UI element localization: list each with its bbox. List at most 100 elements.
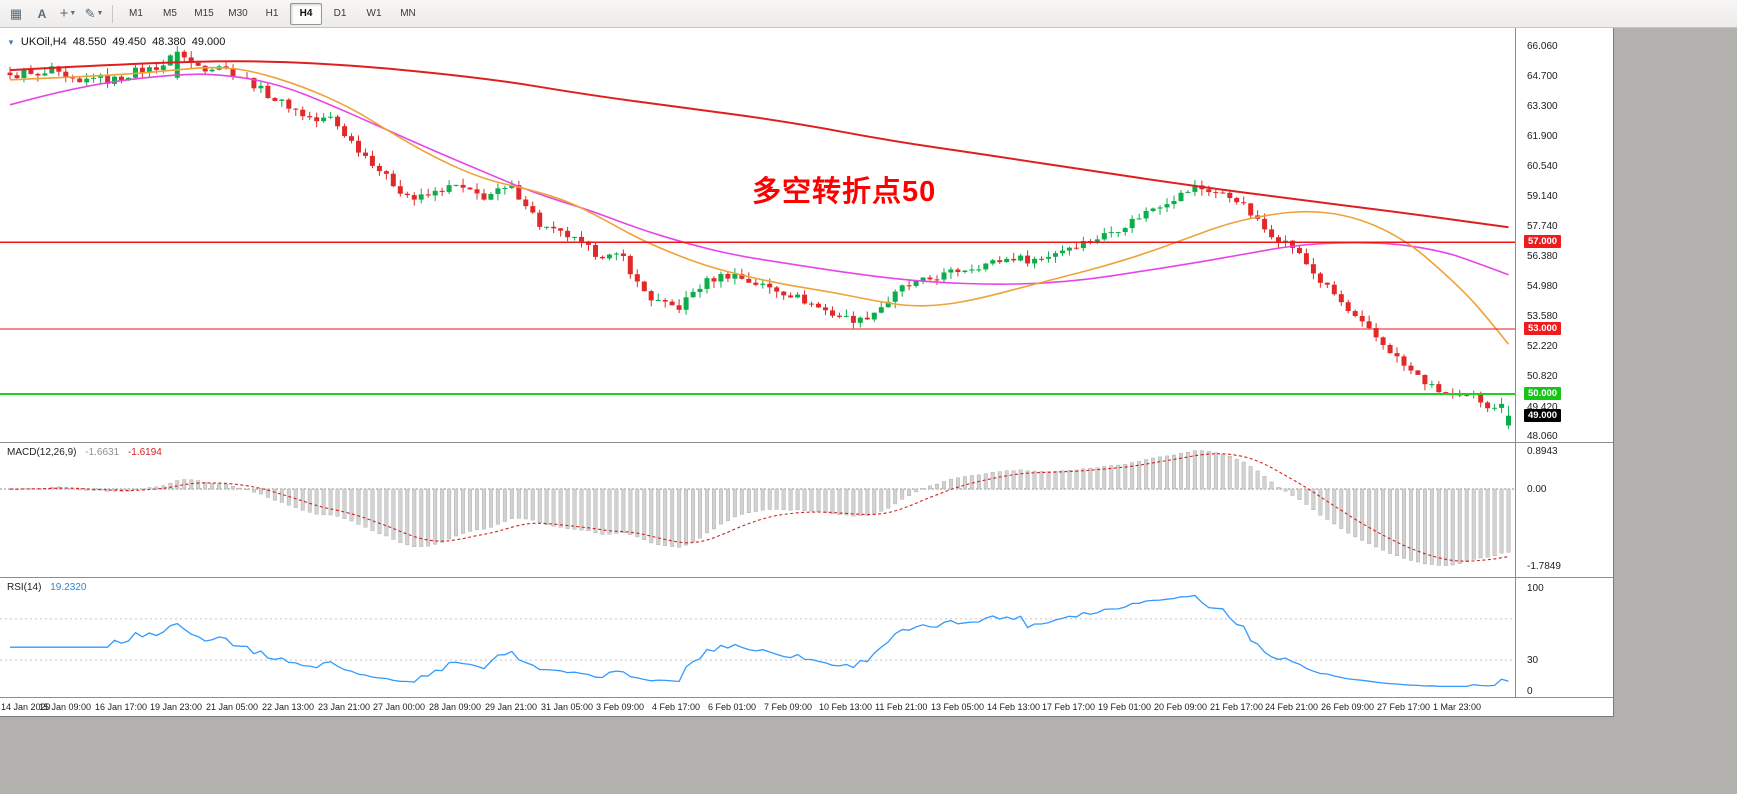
time-label: 6 Feb 01:00 (708, 702, 757, 712)
timeframe-m1[interactable]: M1 (129, 8, 143, 19)
time-label: 10 Feb 13:00 (819, 702, 873, 712)
ohlc-low: 48.380 (152, 36, 186, 48)
rsi-canvas[interactable] (0, 578, 1515, 697)
time-label: 29 Jan 21:00 (485, 702, 538, 712)
timeframe-h4[interactable]: H4 (290, 2, 322, 25)
time-label: 16 Jan 17:00 (95, 702, 148, 712)
rsi-value: 19.2320 (50, 582, 87, 593)
macd-name: MACD(12,26,9) (7, 447, 77, 458)
time-label: 7 Feb 09:00 (764, 702, 813, 712)
macd-signal-value: -1.6194 (127, 447, 162, 458)
ma-fast-orange[interactable] (9, 66, 1510, 345)
price-tick: 61.900 (1527, 131, 1558, 142)
time-label: 20 Feb 09:00 (1154, 702, 1208, 712)
time-label: 19 Feb 01:00 (1098, 702, 1152, 712)
current-price-label: 49.000 (1524, 409, 1562, 422)
price-tick: 48.060 (1527, 431, 1558, 442)
timeframe-m30[interactable]: M30 (228, 8, 248, 19)
price-scale[interactable]: 66.060 64.700 63.300 61.900 60.540 59.140 57.7… (1516, 28, 1613, 716)
price-chart-canvas[interactable] (0, 30, 1515, 442)
time-label: 21 Feb 17:00 (1210, 702, 1264, 712)
price-tick: 52.220 (1527, 341, 1558, 352)
macd-canvas[interactable] (0, 443, 1515, 577)
time-label: 14 Jan 2020 (1, 702, 51, 712)
time-label: 23 Jan 21:00 (318, 702, 371, 712)
price-tick: 63.300 (1527, 101, 1558, 112)
price-tick: 50.820 (1527, 371, 1558, 382)
time-label: 1 Mar 23:00 (1433, 702, 1482, 712)
ohlc-high: 49.450 (112, 36, 147, 48)
rsi-scale-tick: 30 (1527, 655, 1539, 666)
time-label: 13 Feb 05:00 (931, 702, 985, 712)
time-label: 26 Feb 09:00 (1321, 702, 1375, 712)
macd-signal-line (9, 453, 1509, 562)
time-label: 27 Jan 00:00 (373, 702, 426, 712)
time-label: 14 Feb 13:00 (987, 702, 1041, 712)
rsi-scale-tick: 0 (1527, 686, 1533, 697)
toolbar: ▦ A + ▼ ✎ ▼ M1 M5 M15 M30 H1 H4 D1 W1 MN (0, 0, 1737, 28)
hline-price-label: 53.000 (1524, 322, 1562, 335)
rsi-label: RSI(14) 19.2320 (7, 582, 86, 593)
timeframe-buttons: M1 M5 M15 M30 H1 H4 D1 W1 MN (119, 2, 425, 25)
time-label: 17 Feb 17:00 (1042, 702, 1096, 712)
time-axis[interactable]: 14 Jan 2020 15 Jan 09:00 16 Jan 17:00 19 Ja… (0, 698, 1613, 716)
rsi-name: RSI(14) (7, 582, 42, 593)
chevron-down-icon: ▼ (96, 10, 104, 17)
timeframe-w1[interactable]: W1 (366, 8, 382, 19)
ohlc-close: 49.000 (191, 36, 226, 48)
price-tick: 54.980 (1527, 281, 1558, 292)
price-tick: 59.140 (1527, 191, 1558, 202)
draw-tool-icon[interactable]: ✎ ▼ (84, 5, 104, 21)
price-tick: 64.700 (1527, 71, 1558, 82)
ma-slow-red[interactable] (9, 60, 1509, 229)
chart-annotation-text[interactable]: 多空转折点50 (752, 176, 937, 208)
time-label: 15 Jan 09:00 (39, 702, 92, 712)
text-icon[interactable]: A (37, 6, 47, 21)
macd-scale-tick: 0.8943 (1527, 446, 1558, 457)
chart-title: ▼ UKOil,H4 48.550 49.450 48.380 49.000 (7, 36, 225, 48)
symbol-period-label: UKOil,H4 (20, 36, 67, 48)
macd-scale-tick: -1.7849 (1527, 561, 1561, 572)
panel-divider[interactable] (0, 577, 1613, 578)
timeframe-m15[interactable]: M15 (194, 8, 214, 19)
timeframe-d1[interactable]: D1 (333, 8, 347, 19)
ohlc-open: 48.550 (72, 36, 107, 48)
time-label: 11 Feb 21:00 (875, 702, 928, 712)
moving-averages-layer (9, 60, 1510, 345)
panel-divider (0, 697, 1613, 698)
macd-scale-tick: 0.00 (1527, 484, 1547, 495)
timeframe-m5[interactable]: M5 (163, 8, 177, 19)
timeframe-mn[interactable]: MN (400, 8, 416, 19)
timeframe-h1[interactable]: H1 (265, 8, 279, 19)
time-label: 19 Jan 23:00 (150, 702, 203, 712)
price-tick: 53.580 (1527, 311, 1558, 322)
ma-medium-magenta[interactable] (9, 73, 1509, 286)
hline-price-label: 57.000 (1524, 235, 1562, 248)
time-label: 3 Feb 09:00 (596, 702, 645, 712)
time-label: 28 Jan 09:00 (429, 702, 482, 712)
time-label: 21 Jan 05:00 (206, 702, 259, 712)
crosshair-icon[interactable]: + ▼ (59, 5, 77, 22)
price-tick: 56.380 (1527, 251, 1558, 262)
chart-window: ▼ UKOil,H4 48.550 49.450 48.380 49.000 多… (0, 28, 1614, 717)
price-tick: 60.540 (1527, 161, 1558, 172)
panel-divider[interactable] (0, 442, 1613, 443)
candles-layer (7, 46, 1511, 430)
price-scale-divider (1515, 28, 1516, 716)
grid-icon[interactable]: ▦ (9, 5, 23, 21)
time-label: 31 Jan 05:00 (541, 702, 594, 712)
macd-histogram (8, 450, 1511, 566)
toolbar-separator (112, 4, 113, 23)
time-label: 27 Feb 17:00 (1377, 702, 1431, 712)
chevron-down-icon: ▼ (69, 10, 77, 17)
rsi-line (10, 594, 1509, 688)
hlines-layer (0, 241, 1515, 395)
price-tick: 49.420 (1527, 402, 1558, 413)
macd-value: -1.6631 (85, 447, 120, 458)
time-label: 22 Jan 13:00 (262, 702, 315, 712)
collapse-triangle-icon[interactable]: ▼ (7, 37, 15, 47)
hline-price-label: 50.000 (1524, 387, 1562, 400)
price-tick: 66.060 (1527, 41, 1558, 52)
macd-label: MACD(12,26,9) -1.6631 -1.6194 (7, 447, 162, 458)
